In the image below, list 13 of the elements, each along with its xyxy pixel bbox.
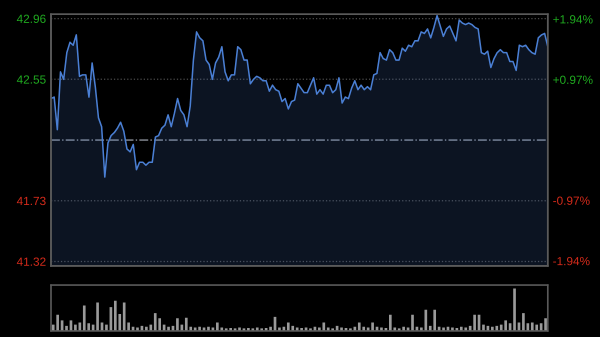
bar (122, 302, 126, 331)
bar (82, 305, 86, 331)
y2-tick-label: -0.97% (553, 196, 590, 205)
y2-tick-label: +1.94% (553, 15, 593, 24)
y2-tick-label: +0.97% (553, 76, 593, 84)
bar (433, 310, 436, 331)
bar (114, 300, 117, 331)
y-tick-label: 41.32 (16, 257, 46, 266)
bar (424, 310, 428, 331)
y2-tick-label: -1.94% (553, 256, 590, 266)
y-tick-label: 42.55 (16, 75, 46, 84)
y-tick-label: 42.96 (16, 14, 46, 23)
y-tick-label: 41.73 (16, 196, 46, 206)
